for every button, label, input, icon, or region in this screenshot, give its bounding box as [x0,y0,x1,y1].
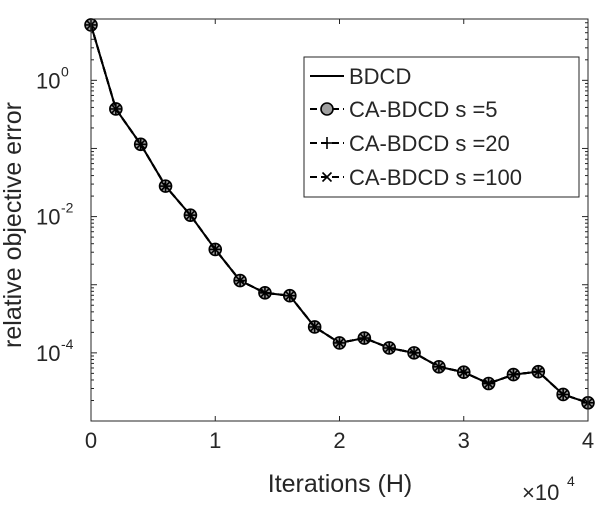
x-tick-label: 1 [209,428,221,453]
series-4 [85,19,594,408]
data-point [334,337,345,348]
data-point [259,287,271,298]
y-axis-label: relative objective error [0,102,27,348]
y-tick-label: 10 [36,68,60,93]
data-point [359,332,370,344]
legend-entry: BDCD [310,64,411,89]
data-point [160,181,171,192]
legend-entry: CA-BDCD s =5 [310,97,498,122]
legend-marker [320,102,334,116]
legend: BDCD CA-BDCD s =5 CA-BDCD s =20 CA-BDCD s =… [303,56,580,198]
y-tick-label-exp: -4 [61,336,74,352]
x-axis-ticks: 0 1 2 3 4 [85,19,594,453]
x-multiplier-exp: 4 [567,473,575,489]
x-tick-label: 4 [582,428,594,453]
data-point [408,347,420,358]
data-point [458,367,469,378]
data-point [235,275,246,286]
data-point [558,389,569,400]
x-tick-label: 2 [333,428,345,453]
x-multiplier-base: ×10 [522,480,559,505]
legend-entry: CA-BDCD s =100 [310,165,522,190]
data-point [135,139,146,150]
data-point [483,378,494,389]
y-tick-label: 10 [36,341,60,366]
legend-label: CA-BDCD s =20 [349,131,510,156]
legend-marker [321,137,333,149]
data-point [284,290,295,301]
data-point [533,366,544,377]
data-point [185,210,196,221]
legend-label: BDCD [349,64,411,89]
x-multiplier: ×10 4 [522,473,575,505]
y-tick-label-exp: -2 [61,200,74,216]
plot-frame [90,18,589,422]
y-tick-label: 10 [36,205,60,230]
x-tick-label: 0 [85,428,97,453]
y-tick-label-exp: 0 [61,63,69,79]
data-point [309,321,320,333]
legend-label: CA-BDCD s =5 [349,97,498,122]
data-point [433,361,444,372]
series-layer [84,18,595,410]
x-axis-label: Iterations (H) [268,470,412,498]
data-point [210,244,221,255]
legend-entry: CA-BDCD s =20 [310,131,510,156]
legend-label: CA-BDCD s =100 [349,165,522,190]
data-point [110,103,121,115]
legend-box [303,56,580,198]
data-point [508,369,519,380]
data-point [384,342,395,354]
legend-marker [321,171,333,183]
x-tick-label: 3 [458,428,470,453]
